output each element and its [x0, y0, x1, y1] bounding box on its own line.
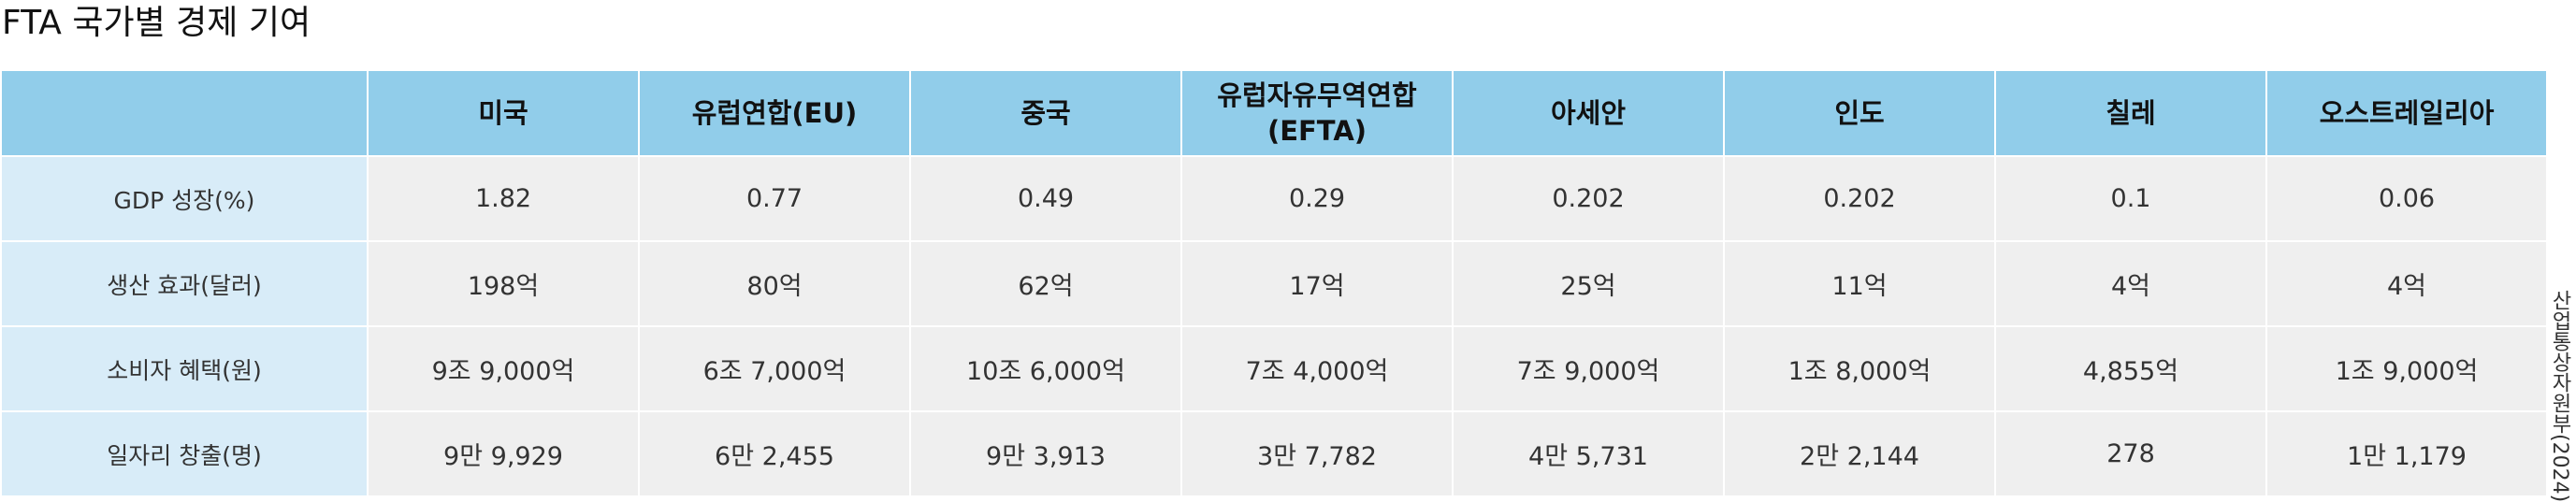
table-cell: 9조 9,000억 [367, 325, 640, 412]
table-cell: 0.202 [1723, 155, 1996, 242]
column-header-india: 인도 [1723, 69, 1996, 157]
table-cell: 1조 9,000억 [2265, 325, 2548, 412]
column-header-asean: 아세안 [1452, 69, 1725, 157]
table-cell: 198억 [367, 240, 640, 327]
table-cell: 1.82 [367, 155, 640, 242]
table-cell: 0.06 [2265, 155, 2548, 242]
column-header-eu: 유럽연합(EU) [638, 69, 911, 157]
table-cell: 1조 8,000억 [1723, 325, 1996, 412]
table-row-consumer-benefit: 소비자 혜택(원) 9조 9,000억 6조 7,000억 10조 6,000억… [0, 325, 2548, 412]
table-cell: 4만 5,731 [1452, 410, 1725, 497]
table-cell: 0.29 [1180, 155, 1454, 242]
table-cell: 278 [1994, 410, 2267, 497]
column-header-usa: 미국 [367, 69, 640, 157]
table-cell: 0.202 [1452, 155, 1725, 242]
column-header-australia: 오스트레일리아 [2265, 69, 2548, 157]
table-cell: 4억 [2265, 240, 2548, 327]
table-cell: 25억 [1452, 240, 1725, 327]
table-cell: 6만 2,455 [638, 410, 911, 497]
fta-contribution-table: 미국 유럽연합(EU) 중국 유럽자유무역연합 (EFTA) 아세안 인도 칠레… [0, 69, 2548, 497]
table-cell: 4,855억 [1994, 325, 2267, 412]
row-label: 생산 효과(달러) [0, 240, 369, 327]
table-row-production-effect: 생산 효과(달러) 198억 80억 62억 17억 25억 11억 4억 4억 [0, 240, 2548, 327]
table-cell: 2만 2,144 [1723, 410, 1996, 497]
table-cell: 9만 9,929 [367, 410, 640, 497]
table-cell: 11억 [1723, 240, 1996, 327]
table-cell: 1만 1,179 [2265, 410, 2548, 497]
table-cell: 9만 3,913 [909, 410, 1182, 497]
table-cell: 7조 9,000억 [1452, 325, 1725, 412]
corner-cell [0, 69, 369, 157]
row-label: GDP 성장(%) [0, 155, 369, 242]
table-cell: 4억 [1994, 240, 2267, 327]
row-label: 일자리 창출(명) [0, 410, 369, 497]
table-row-job-creation: 일자리 창출(명) 9만 9,929 6만 2,455 9만 3,913 3만 … [0, 410, 2548, 497]
column-header-efta: 유럽자유무역연합 (EFTA) [1180, 69, 1454, 157]
table-cell: 0.77 [638, 155, 911, 242]
table-cell: 0.1 [1994, 155, 2267, 242]
column-header-chile: 칠레 [1994, 69, 2267, 157]
page-title: FTA 국가별 경제 기여 [2, 4, 311, 42]
table-cell: 7조 4,000억 [1180, 325, 1454, 412]
row-label: 소비자 혜택(원) [0, 325, 369, 412]
table-cell: 17억 [1180, 240, 1454, 327]
table-cell: 10조 6,000억 [909, 325, 1182, 412]
table-cell: 3만 7,782 [1180, 410, 1454, 497]
table-row-gdp-growth: GDP 성장(%) 1.82 0.77 0.49 0.29 0.202 0.20… [0, 155, 2548, 242]
table-header-row: 미국 유럽연합(EU) 중국 유럽자유무역연합 (EFTA) 아세안 인도 칠레… [0, 69, 2548, 157]
table-cell: 0.49 [909, 155, 1182, 242]
column-header-china: 중국 [909, 69, 1182, 157]
source-credit: 산업통상자원부(2024) [2548, 290, 2571, 502]
table-cell: 6조 7,000억 [638, 325, 911, 412]
table-cell: 62억 [909, 240, 1182, 327]
table-cell: 80억 [638, 240, 911, 327]
